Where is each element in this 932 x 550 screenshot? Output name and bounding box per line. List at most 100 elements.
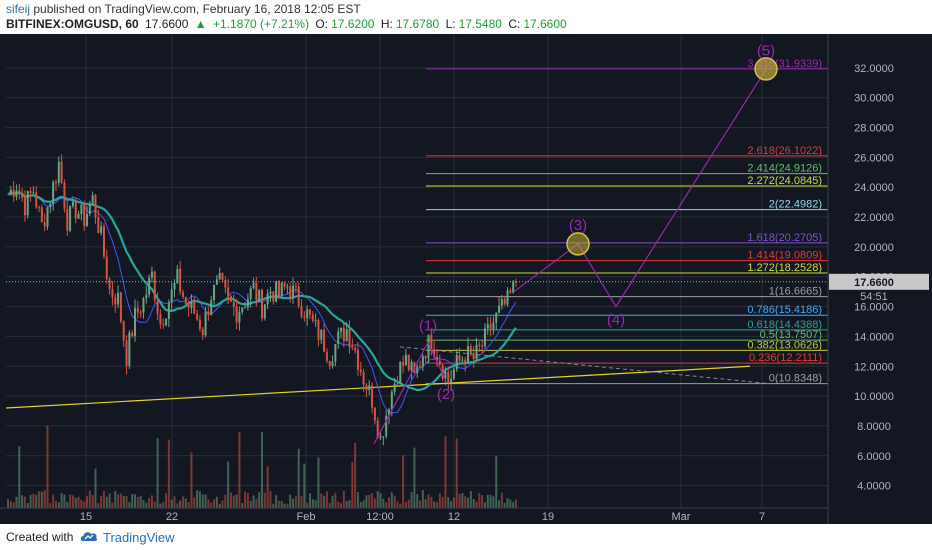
candle-body bbox=[314, 320, 317, 322]
candle-body bbox=[221, 273, 224, 280]
candle-body bbox=[342, 327, 345, 341]
fib-label: 0.382(13.0626) bbox=[747, 339, 822, 351]
volume-bar bbox=[455, 438, 458, 508]
volume-bar bbox=[153, 501, 156, 508]
candle-body bbox=[340, 327, 343, 332]
wave-projection bbox=[513, 68, 767, 308]
candle-body bbox=[26, 191, 29, 216]
author-link[interactable]: sifeij bbox=[6, 2, 31, 16]
fib-label: 0.786(15.4186) bbox=[747, 304, 822, 316]
volume-bar bbox=[382, 498, 385, 508]
candle-body bbox=[320, 330, 323, 340]
volume-bar bbox=[351, 461, 354, 508]
candle-body bbox=[46, 207, 49, 227]
candle-body bbox=[388, 409, 390, 416]
volume-bar bbox=[71, 495, 74, 508]
volume-bar bbox=[213, 499, 216, 508]
volume-bar bbox=[458, 493, 461, 508]
candle-body bbox=[184, 297, 187, 304]
candle-body bbox=[376, 420, 379, 438]
price-tick-label: 26.0000 bbox=[854, 152, 894, 164]
volume-bar bbox=[410, 492, 413, 508]
price-axis[interactable]: 4.0000 6.0000 8.0000 10.0000 12.0000 14.0000 1… bbox=[6, 34, 932, 524]
candle-body bbox=[165, 318, 168, 326]
volume-bar bbox=[43, 490, 46, 508]
volume-bar bbox=[266, 466, 269, 508]
volume-bar bbox=[320, 493, 323, 508]
candle-body bbox=[323, 330, 326, 352]
volume-bar bbox=[509, 499, 512, 508]
volume-bar bbox=[430, 496, 433, 508]
fib-extension: 0(10.8348)0.236(12.2111)0.382(13.0626)0.… bbox=[426, 58, 828, 385]
price-tick-label: 6.0000 bbox=[857, 451, 891, 463]
volume-bar bbox=[376, 491, 379, 508]
candle-body bbox=[15, 190, 18, 197]
price-tick-label: 14.0000 bbox=[854, 331, 894, 343]
created-with-text: Created with bbox=[6, 530, 74, 544]
volume-bar bbox=[390, 492, 393, 508]
volume-bar bbox=[472, 499, 475, 508]
volume-bar bbox=[475, 501, 478, 508]
candle-body bbox=[272, 291, 275, 302]
volume-bar bbox=[433, 501, 436, 508]
candle-body bbox=[131, 332, 134, 337]
volume-bar bbox=[12, 502, 15, 508]
volume-bar bbox=[204, 494, 207, 508]
candle-body bbox=[179, 268, 182, 292]
volume-bar bbox=[393, 495, 396, 508]
candle-body bbox=[80, 204, 83, 214]
candle-body bbox=[450, 378, 453, 383]
volume-bar bbox=[167, 439, 170, 508]
tradingview-cloud-icon bbox=[80, 532, 98, 541]
volume-bar bbox=[148, 498, 151, 508]
candle-body bbox=[193, 301, 196, 314]
candle-body bbox=[478, 344, 481, 346]
candle-body bbox=[435, 356, 438, 361]
price-tick-label: 12.0000 bbox=[854, 361, 894, 373]
price-tick-label: 10.0000 bbox=[854, 391, 894, 403]
candle-body bbox=[393, 383, 396, 392]
volume-bar bbox=[26, 503, 29, 508]
volume-bar bbox=[221, 500, 224, 508]
candle-body bbox=[294, 285, 297, 287]
volume-bar bbox=[190, 452, 193, 508]
candle-body bbox=[176, 268, 179, 284]
fib-label: 0.236(12.2111) bbox=[749, 352, 822, 364]
volume-bar bbox=[328, 502, 331, 508]
candle-body bbox=[399, 362, 402, 384]
volume-bar bbox=[438, 493, 441, 508]
volume-bar bbox=[416, 494, 419, 508]
tradingview-brand[interactable]: TradingView bbox=[103, 530, 175, 545]
candle-body bbox=[489, 324, 492, 330]
candle-body bbox=[368, 385, 371, 391]
volume-bar bbox=[452, 497, 455, 508]
time-axis[interactable]: 15 22 Feb 12:00 12 19 Mar 7 bbox=[0, 507, 828, 523]
candle-body bbox=[379, 436, 382, 438]
candle-body bbox=[362, 372, 365, 385]
ohlc-line: BITFINEX:OMGUSD, 60 17.6600 ▲ +1.1870 (+… bbox=[6, 17, 570, 31]
volume-bar bbox=[345, 501, 348, 508]
volume-bar bbox=[187, 502, 190, 508]
candle-body bbox=[469, 346, 472, 354]
price-chart[interactable]: 0(10.8348)0.236(12.2111)0.382(13.0626)0.… bbox=[0, 34, 932, 524]
candle-body bbox=[49, 203, 52, 208]
volume-bar bbox=[419, 500, 422, 508]
candle-body bbox=[32, 192, 35, 194]
time-tick-label: 7 bbox=[759, 511, 765, 523]
volume-bars bbox=[7, 425, 517, 508]
volume-bar bbox=[444, 436, 447, 508]
dashed-projection bbox=[399, 346, 771, 385]
candle-body bbox=[238, 311, 241, 323]
candle-body bbox=[21, 192, 24, 198]
candle-body bbox=[23, 197, 26, 216]
volume-bar bbox=[283, 503, 286, 508]
wave-label: (2) bbox=[437, 386, 455, 403]
symbol-label[interactable]: BITFINEX:OMGUSD, 60 bbox=[6, 17, 139, 31]
volume-bar bbox=[385, 502, 388, 508]
candle-body bbox=[280, 282, 283, 296]
volume-bar bbox=[441, 496, 444, 508]
volume-bar bbox=[435, 502, 438, 508]
fib-label: 1(16.6665) bbox=[769, 286, 822, 298]
open-label: O: bbox=[315, 17, 329, 31]
volume-bar bbox=[500, 492, 503, 508]
